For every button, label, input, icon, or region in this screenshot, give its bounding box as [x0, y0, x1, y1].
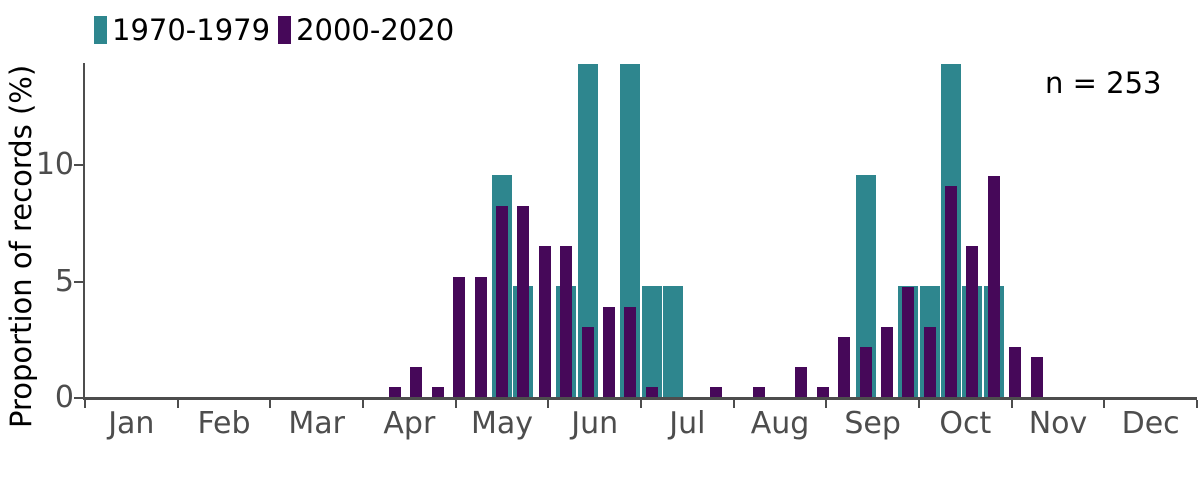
bar-2000-2020-week-21	[517, 206, 530, 397]
x-axis-label-jul: Jul	[669, 406, 706, 441]
x-axis-tick	[1103, 400, 1106, 408]
x-axis-label-may: May	[470, 406, 534, 441]
bar-2000-2020-week-40	[923, 327, 936, 397]
legend: 1970-1979 2000-2020	[94, 13, 455, 47]
x-axis-tick	[269, 400, 272, 408]
bar-2000-2020-week-27	[645, 387, 658, 397]
x-axis-label-dec: Dec	[1121, 406, 1180, 441]
bar-2000-2020-week-38	[880, 327, 893, 397]
y-axis-tick-label: 5	[54, 263, 74, 299]
x-axis-tick	[362, 400, 364, 408]
x-axis-tick	[1010, 400, 1013, 408]
x-axis-tick	[918, 400, 920, 408]
legend-label-1970-1979: 1970-1979	[112, 13, 271, 47]
bar-1970-1979-week-37	[855, 175, 876, 397]
bar-2000-2020-week-25	[602, 307, 615, 397]
x-axis-label-mar: Mar	[288, 406, 345, 441]
legend-swatch-2000-2020	[278, 16, 292, 44]
x-axis-label-feb: Feb	[197, 406, 251, 441]
x-axis-tick	[454, 400, 457, 408]
bar-2000-2020-week-23	[560, 246, 573, 397]
x-axis-tick	[84, 400, 86, 408]
legend-swatch-1970-1979	[94, 16, 107, 44]
bar-2000-2020-week-22	[538, 246, 551, 397]
x-axis-tick	[640, 400, 642, 408]
x-axis-label-nov: Nov	[1028, 406, 1088, 441]
bar-2000-2020-week-18	[453, 277, 466, 397]
bar-2000-2020-week-42	[966, 246, 979, 397]
bar-2000-2020-week-44	[1009, 347, 1022, 397]
x-axis-label-jan: Jan	[108, 406, 155, 441]
bar-2000-2020-week-37	[859, 347, 872, 397]
y-axis-line	[83, 63, 85, 400]
x-axis-tick	[732, 400, 735, 408]
bar-2000-2020-week-34	[795, 367, 808, 397]
bar-1970-1979-week-24	[577, 64, 598, 397]
bar-2000-2020-week-35	[816, 387, 829, 397]
y-axis-tick	[74, 280, 83, 283]
y-axis-tick	[74, 164, 83, 166]
bar-1970-1979-week-28	[663, 286, 684, 397]
x-axis-tick	[825, 400, 828, 408]
bar-2000-2020-week-36	[838, 337, 851, 397]
y-axis-tick-label: 10	[35, 147, 74, 182]
bar-2000-2020-week-15	[389, 387, 402, 397]
x-axis-label-aug: Aug	[750, 406, 810, 441]
x-axis-tick	[547, 400, 550, 408]
bar-1970-1979-week-27	[641, 286, 662, 397]
bar-2000-2020-week-19	[474, 277, 487, 397]
bar-2000-2020-week-24	[581, 327, 594, 397]
bar-2000-2020-week-45	[1030, 357, 1043, 397]
bar-2000-2020-week-39	[902, 287, 915, 397]
bar-2000-2020-week-17	[431, 387, 444, 397]
x-axis-label-sep: Sep	[844, 406, 901, 441]
x-axis-label-jun: Jun	[571, 406, 619, 441]
y-axis-tick	[74, 397, 83, 399]
x-axis-tick	[176, 400, 179, 408]
y-axis-tick-label: 0	[54, 380, 74, 415]
y-axis-title: Proportion of records (%)	[4, 64, 38, 428]
x-axis-label-oct: Oct	[939, 406, 992, 441]
bar-2000-2020-week-26	[624, 307, 637, 397]
x-axis-label-apr: Apr	[383, 406, 436, 441]
legend-label-2000-2020: 2000-2020	[296, 13, 455, 47]
bar-2000-2020-week-16	[410, 367, 423, 397]
x-axis-tick	[1196, 400, 1198, 408]
bar-2000-2020-week-41	[945, 186, 958, 397]
bar-2000-2020-week-32	[752, 387, 765, 397]
bar-2000-2020-week-43	[987, 176, 1000, 397]
bar-2000-2020-week-20	[496, 206, 508, 397]
x-axis-line	[83, 397, 1197, 400]
bar-2000-2020-week-30	[709, 387, 722, 397]
sample-size-annotation: n = 253	[1045, 66, 1162, 100]
